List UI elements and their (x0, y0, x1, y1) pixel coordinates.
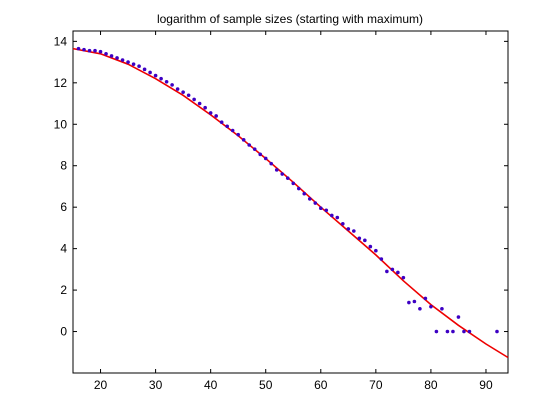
y-tick-label: 4 (60, 242, 67, 256)
y-tick-label: 2 (60, 283, 67, 297)
data-point (170, 83, 174, 87)
data-point (291, 181, 296, 186)
data-point (153, 73, 158, 78)
x-tick-label: 60 (314, 378, 328, 392)
data-point (87, 48, 92, 53)
y-tick-label: 12 (54, 76, 68, 90)
data-point (137, 64, 141, 69)
data-point (274, 168, 279, 172)
data-point (396, 270, 400, 275)
data-point (280, 172, 285, 176)
data-point (241, 138, 246, 142)
data-point (346, 227, 351, 231)
data-point (318, 206, 323, 211)
x-tick-label: 30 (149, 378, 163, 392)
data-point (131, 62, 136, 66)
data-point (181, 90, 185, 94)
data-point (390, 267, 395, 272)
y-tick-label: 6 (60, 200, 67, 214)
data-point (258, 152, 263, 157)
data-point (126, 60, 130, 64)
y-tick-label: 14 (54, 34, 68, 48)
data-point (82, 47, 86, 52)
data-point (462, 329, 466, 334)
data-point (120, 58, 125, 62)
plot-area (72, 30, 509, 374)
data-point (357, 236, 362, 241)
data-point (495, 329, 499, 334)
data-point (341, 221, 345, 226)
x-tick-label: 80 (424, 378, 438, 392)
data-point (440, 306, 444, 311)
data-point (429, 304, 433, 309)
data-point (324, 208, 329, 213)
data-point (164, 79, 169, 84)
data-point (335, 215, 340, 220)
data-point (230, 128, 235, 133)
data-point (76, 46, 81, 51)
data-point (203, 105, 207, 110)
data-point (385, 269, 389, 274)
x-tick-label: 20 (94, 378, 108, 392)
data-point (456, 315, 461, 319)
data-point (423, 296, 428, 301)
data-point (307, 197, 312, 201)
data-point (208, 111, 213, 115)
y-tick-label: 0 (60, 325, 67, 339)
data-point (214, 114, 218, 118)
data-point (93, 48, 97, 53)
data-point (247, 143, 252, 147)
data-point (363, 238, 367, 243)
x-tick-label: 90 (479, 378, 493, 392)
data-point (467, 329, 472, 334)
data-point (302, 191, 307, 196)
data-points-layer (76, 46, 499, 334)
data-point (109, 54, 114, 58)
data-point (219, 120, 224, 124)
data-point (296, 186, 301, 191)
data-point (98, 49, 103, 54)
data-point (104, 52, 108, 56)
x-tick-label: 50 (259, 378, 273, 392)
chart-title: logarithm of sample sizes (starting with… (157, 12, 423, 26)
data-point (159, 76, 163, 81)
data-point (197, 101, 202, 106)
data-point (445, 329, 450, 334)
data-point (451, 329, 455, 334)
data-point (192, 97, 196, 102)
data-point (352, 229, 356, 233)
data-point (379, 257, 384, 261)
data-point (434, 329, 439, 334)
axis-ticks: 20 30 40 50 60 70 80 90 0 2 4 6 8 10 12 14 (54, 31, 508, 392)
data-point (225, 124, 229, 129)
data-point (252, 147, 257, 151)
data-point (142, 67, 147, 72)
data-point (412, 299, 417, 304)
data-point (407, 300, 411, 305)
y-tick-label: 10 (54, 117, 68, 131)
data-point (401, 275, 406, 280)
y-tick-label: 8 (60, 159, 67, 173)
data-point (368, 244, 373, 249)
data-point (175, 87, 180, 91)
data-point (418, 306, 422, 311)
data-point (115, 56, 119, 60)
data-point (285, 176, 290, 180)
data-point (236, 132, 240, 137)
data-point (263, 156, 268, 161)
x-tick-label: 70 (369, 378, 383, 392)
data-point (269, 161, 274, 166)
data-point (148, 70, 152, 75)
data-point (374, 248, 378, 253)
data-point (329, 213, 334, 218)
data-point (313, 201, 318, 205)
x-tick-label: 40 (204, 378, 218, 392)
data-point (186, 93, 191, 98)
